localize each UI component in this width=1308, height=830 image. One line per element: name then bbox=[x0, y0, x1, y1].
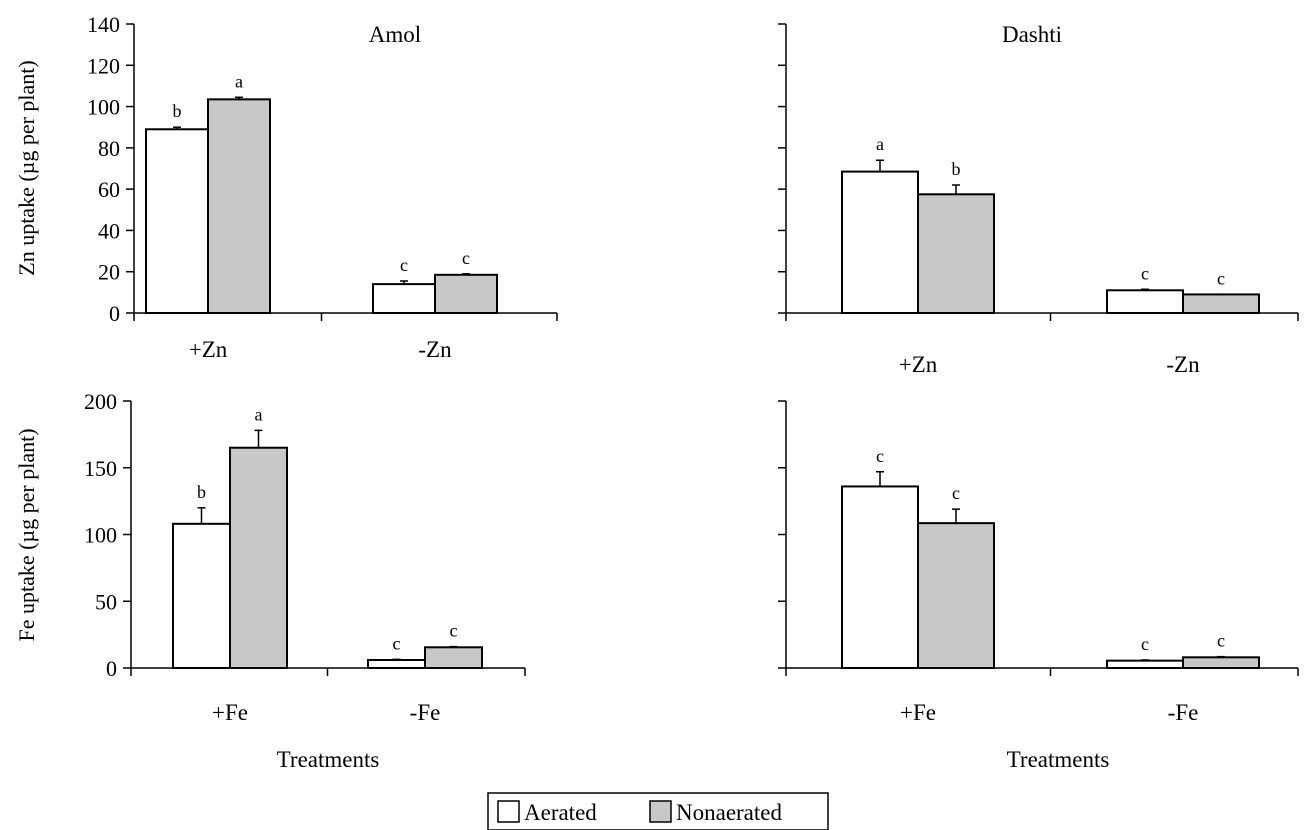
panel-3: 0 50 100 150 200 b a +Fe c c -Fe Fe uptake (µg per … bbox=[14, 389, 526, 772]
y-tick-label: 0 bbox=[109, 301, 120, 326]
bar-nonaerated bbox=[917, 522, 995, 670]
legend-swatch-nonaerated bbox=[649, 800, 672, 823]
y-tick-label: 80 bbox=[98, 136, 120, 161]
y-tick-label: 20 bbox=[98, 260, 120, 285]
x-axis-title: Treatments bbox=[1007, 747, 1110, 772]
y-tick-label: 150 bbox=[84, 456, 117, 481]
bar-nonaerated bbox=[1182, 293, 1260, 314]
category-label: +Zn bbox=[189, 337, 228, 362]
y-tick-label: 100 bbox=[84, 523, 117, 548]
significance-letter: a bbox=[876, 134, 884, 154]
y-tick-label: 100 bbox=[87, 95, 120, 120]
bar-aerated bbox=[1106, 659, 1184, 669]
legend-label-aerated: Aerated bbox=[524, 800, 597, 825]
panel-1: 0 20 40 60 80 100 120 140 b a +Zn c c -Zn Amol Zn uptak… bbox=[14, 12, 558, 362]
significance-letter: b bbox=[173, 101, 182, 121]
category-label: -Zn bbox=[1166, 352, 1200, 377]
bar-nonaerated bbox=[229, 446, 288, 669]
y-tick-label: 60 bbox=[98, 177, 120, 202]
y-axis-title: Zn uptake (µg per plant) bbox=[14, 60, 39, 276]
y-tick-label: 200 bbox=[84, 389, 117, 414]
y-tick-label: 0 bbox=[106, 656, 117, 681]
chart-panels: 0 20 40 60 80 100 120 140 b a +Zn c c -Zn Amol Zn uptak… bbox=[14, 12, 1299, 772]
legend: Aerated Nonaerated bbox=[487, 792, 829, 830]
y-tick-label: 50 bbox=[95, 589, 117, 614]
significance-letter: c bbox=[450, 621, 458, 641]
chart-title: Dashti bbox=[1002, 22, 1062, 47]
significance-letter: c bbox=[1141, 634, 1149, 654]
category-label: -Fe bbox=[410, 700, 441, 725]
significance-letter: c bbox=[876, 446, 884, 466]
category-label: -Fe bbox=[1168, 700, 1199, 725]
significance-letter: b bbox=[197, 482, 206, 502]
bar-aerated bbox=[841, 170, 919, 314]
bar-nonaerated bbox=[424, 646, 483, 669]
bar-nonaerated bbox=[434, 273, 498, 314]
significance-letter: c bbox=[393, 633, 401, 653]
bar-aerated bbox=[372, 283, 436, 315]
significance-letter: c bbox=[1141, 263, 1149, 283]
y-axis-title: Fe uptake (µg per plant) bbox=[14, 428, 39, 641]
significance-letter: a bbox=[235, 71, 243, 91]
chart-title: Amol bbox=[369, 22, 421, 47]
category-label: +Fe bbox=[900, 700, 936, 725]
bar-aerated bbox=[367, 658, 426, 669]
significance-letter: c bbox=[1217, 268, 1225, 288]
significance-letter: a bbox=[255, 404, 263, 424]
bar-aerated bbox=[145, 128, 209, 314]
y-tick-label: 120 bbox=[87, 53, 120, 78]
legend-swatch-aerated bbox=[497, 800, 520, 823]
significance-letter: b bbox=[952, 159, 961, 179]
bar-aerated bbox=[172, 522, 231, 669]
legend-label-nonaerated: Nonaerated bbox=[676, 800, 782, 825]
y-tick-label: 140 bbox=[87, 12, 120, 37]
bar-aerated bbox=[1106, 289, 1184, 314]
significance-letter: c bbox=[1217, 631, 1225, 651]
bar-aerated bbox=[841, 485, 919, 669]
bar-nonaerated bbox=[1182, 656, 1260, 670]
significance-letter: c bbox=[952, 483, 960, 503]
category-label: +Zn bbox=[899, 352, 938, 377]
significance-letter: c bbox=[462, 248, 470, 268]
category-label: +Fe bbox=[212, 700, 248, 725]
significance-letter: c bbox=[400, 255, 408, 275]
y-tick-label: 40 bbox=[98, 218, 120, 243]
bar-nonaerated bbox=[207, 98, 271, 314]
bar-nonaerated bbox=[917, 193, 995, 314]
panel-2: a b +Zn c c -Zn Dashti bbox=[778, 22, 1299, 377]
x-axis-title: Treatments bbox=[277, 747, 380, 772]
panel-4: c c +Fe c c -Fe Treatments bbox=[778, 400, 1299, 772]
category-label: -Zn bbox=[418, 337, 452, 362]
